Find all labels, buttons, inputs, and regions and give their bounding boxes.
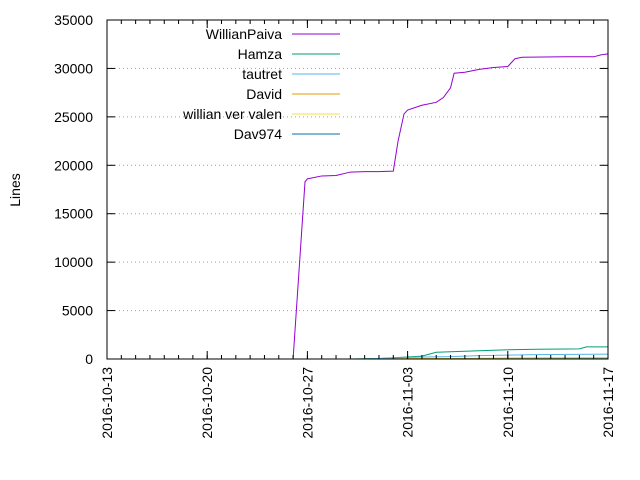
x-tick-label: 2016-10-13 [99,367,115,439]
y-tick-label: 20000 [54,157,93,173]
legend-label: Dav974 [234,126,282,142]
y-tick-label: 15000 [54,206,93,222]
y-tick-label: 35000 [54,12,93,28]
x-tick-label: 2016-11-10 [500,367,516,438]
legend: WillianPaiva Hamza tautret David willian ver… [182,26,340,142]
y-tick-label: 25000 [54,109,93,125]
y-tick-label: 10000 [54,254,93,270]
x-tick-label: 2016-11-03 [400,367,416,438]
x-tick-label: 2016-10-20 [199,367,215,439]
x-tick-label: 2016-10-27 [299,367,315,439]
y-tick-label: 5000 [62,303,93,319]
legend-label: Hamza [238,46,283,62]
legend-label: WillianPaiva [206,26,282,42]
y-tick-label: 30000 [54,60,93,76]
legend-label: tautret [242,66,282,82]
series-lines [107,53,609,360]
plot-frame [106,19,609,360]
y-axis-label: Lines [7,173,23,206]
x-tick-label: 2016-11-17 [600,367,616,438]
grid [107,67,608,312]
y-tick-label: 0 [85,351,93,367]
legend-label: David [246,86,282,102]
series-line-0 [107,53,609,360]
axis-ticks: 0 5000 10000 15000 20000 25000 30000 35000 2016-… [54,12,616,439]
legend-label: willian ver valen [182,106,282,122]
